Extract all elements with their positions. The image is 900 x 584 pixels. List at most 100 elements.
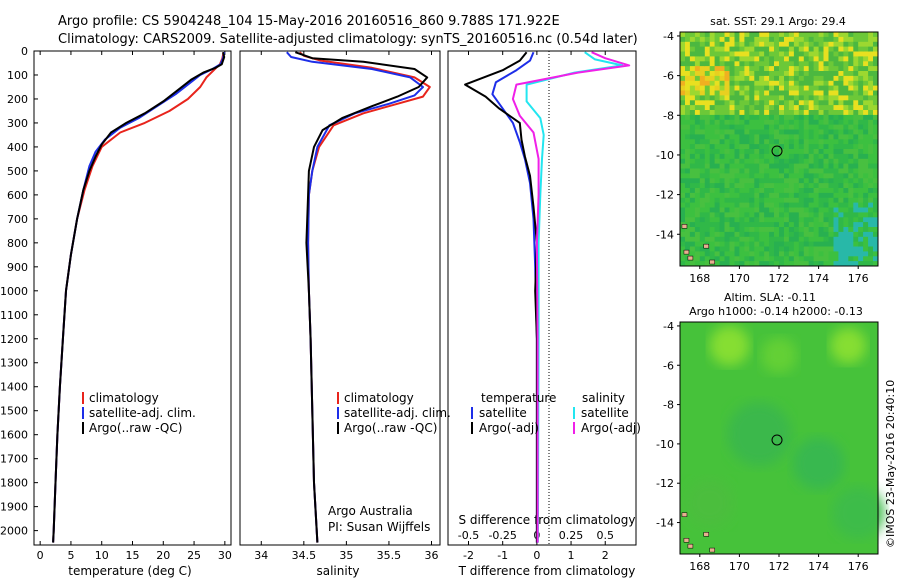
map-cell	[719, 105, 725, 111]
map-cell	[858, 231, 864, 238]
map-cell	[714, 192, 720, 199]
map-cell	[788, 236, 795, 243]
map-cell	[798, 36, 805, 43]
map-cell	[838, 251, 844, 257]
map-cell	[868, 197, 874, 204]
map-cell	[689, 56, 696, 62]
map-cell	[699, 256, 706, 262]
map-cell	[828, 114, 834, 121]
map-cell	[868, 134, 874, 140]
map-cell	[694, 134, 701, 140]
map-cell	[788, 144, 795, 150]
map-cell	[813, 212, 819, 218]
map-cell	[699, 202, 706, 208]
map-cell	[843, 110, 849, 116]
map-cell	[788, 178, 795, 184]
map-cell	[833, 75, 839, 82]
map-cell	[818, 46, 824, 52]
map-cell	[784, 124, 790, 130]
map-cell	[739, 144, 745, 150]
map-cell	[774, 197, 780, 204]
map-cell	[779, 163, 785, 169]
map-cell	[729, 207, 735, 213]
map-cell	[734, 256, 740, 262]
island-marker	[683, 537, 690, 543]
map-cell	[680, 61, 686, 67]
map-cell	[739, 227, 745, 233]
map-cell	[803, 158, 810, 165]
map-cell	[734, 90, 740, 96]
map-cell	[749, 61, 755, 67]
map-cell	[858, 261, 864, 267]
map-cell	[714, 129, 720, 135]
map-cell	[729, 202, 735, 208]
map-cell	[793, 173, 800, 179]
map-cell	[739, 110, 745, 116]
map-cell	[873, 114, 879, 121]
map-cell	[858, 153, 864, 160]
map-cell	[739, 129, 745, 135]
map-cell	[749, 119, 755, 126]
map-cell	[813, 236, 819, 243]
map-cell	[724, 192, 730, 199]
map-cell	[774, 90, 780, 96]
map-cell	[808, 144, 815, 150]
map-cell	[719, 119, 725, 126]
map-cell	[759, 168, 765, 174]
map-cell	[769, 158, 775, 165]
map-cell	[853, 46, 859, 52]
map-cell	[719, 153, 725, 160]
map-cell	[769, 41, 775, 48]
map-cell	[689, 158, 696, 165]
map-cell	[774, 75, 780, 82]
lon-tick-label: 174	[808, 272, 829, 285]
map-cell	[714, 163, 720, 169]
map-cell	[729, 158, 735, 165]
map-cell	[838, 75, 844, 82]
map-cell	[803, 100, 810, 106]
map-cell	[863, 158, 869, 165]
map-cell	[823, 246, 829, 252]
map-cell	[685, 192, 691, 199]
map-cell	[793, 241, 800, 247]
map-cell	[729, 51, 735, 57]
map-cell	[769, 90, 775, 96]
map-cell	[858, 149, 864, 155]
map-cell	[719, 261, 725, 267]
map-cell	[813, 217, 819, 223]
map-cell	[739, 71, 745, 77]
map-cell	[689, 178, 696, 184]
map-cell	[719, 71, 725, 77]
map-cell	[868, 119, 874, 126]
map-cell	[759, 188, 765, 194]
map-cell	[724, 71, 730, 77]
map-cell	[689, 246, 696, 252]
map-cell	[793, 80, 800, 87]
map-cell	[689, 71, 696, 77]
map-cell	[764, 95, 770, 101]
map-cell	[808, 256, 815, 262]
map-cell	[833, 51, 839, 57]
map-cell	[739, 183, 745, 189]
map-cell	[724, 183, 730, 189]
map-cell	[739, 212, 745, 218]
depth-tick-label: 800	[7, 237, 28, 250]
map-cell	[694, 56, 701, 62]
map-cell	[803, 207, 810, 213]
map-cell	[744, 188, 750, 194]
map-cell	[843, 251, 849, 257]
map-cell	[749, 32, 755, 38]
map-cell	[784, 95, 790, 101]
map-cell	[694, 124, 701, 130]
temperature-plot-frame	[33, 50, 232, 546]
map-cell	[680, 95, 686, 101]
map-cell	[734, 212, 740, 218]
map-cell	[868, 227, 874, 233]
map-cell	[759, 241, 765, 247]
map-cell	[694, 173, 701, 179]
map-cell	[858, 51, 864, 57]
map-cell	[838, 227, 844, 233]
map-cell	[813, 95, 819, 101]
map-cell	[779, 110, 785, 116]
map-cell	[694, 144, 701, 150]
